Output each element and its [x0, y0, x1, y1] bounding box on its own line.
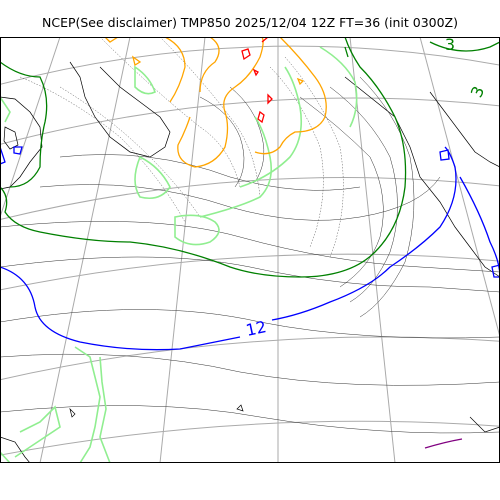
longitude-line [419, 37, 500, 338]
contour-0-line [134, 155, 171, 200]
contour-minus3-line [296, 77, 305, 86]
coastline [69, 61, 171, 158]
height-contours-dotted [19, 37, 344, 258]
contour-12-line [0, 146, 6, 165]
contour-0 [0, 46, 358, 463]
contour-12-line [13, 146, 23, 155]
contour-0-line [174, 214, 220, 246]
contour-0-line [319, 46, 358, 128]
contour-0-line [199, 116, 273, 218]
contour-0-line [74, 346, 101, 463]
contour-0-line [0, 96, 11, 123]
contour-12-line [271, 146, 457, 321]
graticule [0, 37, 500, 463]
contour-minus3-line [199, 37, 220, 93]
height-contour [159, 37, 261, 198]
height-contour [0, 256, 500, 293]
contour-0-line [99, 356, 111, 463]
height-contour [229, 86, 265, 183]
latitude-line [0, 253, 500, 291]
height-contour [269, 66, 324, 248]
height-contour [0, 221, 500, 273]
coastline [429, 91, 500, 168]
map-border [0, 37, 500, 463]
map-panel: 12 3 3 [0, 37, 500, 463]
contour-minus6-line [267, 93, 273, 105]
height-contour [19, 76, 186, 223]
contour-minus3-line [104, 37, 119, 43]
contour-12-line [491, 264, 500, 278]
longitude-line [159, 37, 206, 463]
contour-minus6-line [241, 48, 251, 61]
contour-minus3-line [164, 37, 186, 103]
latitude-line [0, 45, 500, 85]
coastline [0, 96, 43, 190]
contour-0-line [14, 405, 61, 458]
contour-12-line [439, 149, 450, 161]
contour-0-line [134, 65, 156, 95]
contour-3 [0, 37, 500, 278]
contour-12-line [459, 176, 500, 278]
contour-12 [0, 146, 500, 351]
height-contour [299, 96, 384, 288]
coastline [69, 407, 76, 418]
latitude-line [0, 97, 500, 145]
height-contour [359, 76, 415, 318]
height-contour [59, 154, 361, 191]
height-contour [284, 56, 344, 258]
longitude-line [349, 37, 396, 463]
height-contour [0, 309, 500, 339]
latitude-line [0, 336, 500, 381]
contour-minus3 [104, 37, 327, 168]
contour-label-3-top: 3 [445, 37, 455, 54]
contour-3-line [0, 61, 48, 188]
coastline [236, 404, 244, 412]
height-contour [0, 353, 500, 386]
contour-0-line [0, 451, 11, 463]
contour-minus6 [241, 37, 273, 124]
height-contour [199, 96, 245, 188]
height-contour [0, 405, 500, 434]
coastline [3, 126, 19, 150]
contour-minus3-line [254, 37, 327, 155]
contour-12-line [0, 266, 241, 351]
contour-3-line [344, 46, 349, 58]
contour-3-line [0, 37, 407, 278]
contour-label-12: 12 [244, 317, 268, 340]
contour-3-line [429, 41, 500, 52]
latitude-line [0, 420, 500, 456]
height-contours [0, 76, 500, 434]
contour-minus3-line [177, 37, 264, 168]
longitude-line [39, 37, 131, 463]
contour-label-3-right: 3 [467, 83, 489, 100]
temperature-map: 12 3 3 [0, 37, 500, 463]
height-contour [59, 86, 201, 218]
contour-15 [424, 438, 463, 449]
coastline [344, 76, 500, 278]
coastlines [0, 61, 500, 463]
height-contour [99, 37, 241, 188]
figure-title: NCEP(See disclaimer) TMP850 2025/12/04 1… [41, 15, 458, 30]
contour-0-line [239, 66, 303, 188]
coastline [469, 416, 500, 433]
coastline [0, 436, 31, 463]
contour-minus6-line [257, 110, 265, 124]
contour-minus6-line [252, 68, 259, 77]
contour-minus3-line [131, 55, 142, 67]
latitude-line [0, 177, 500, 221]
